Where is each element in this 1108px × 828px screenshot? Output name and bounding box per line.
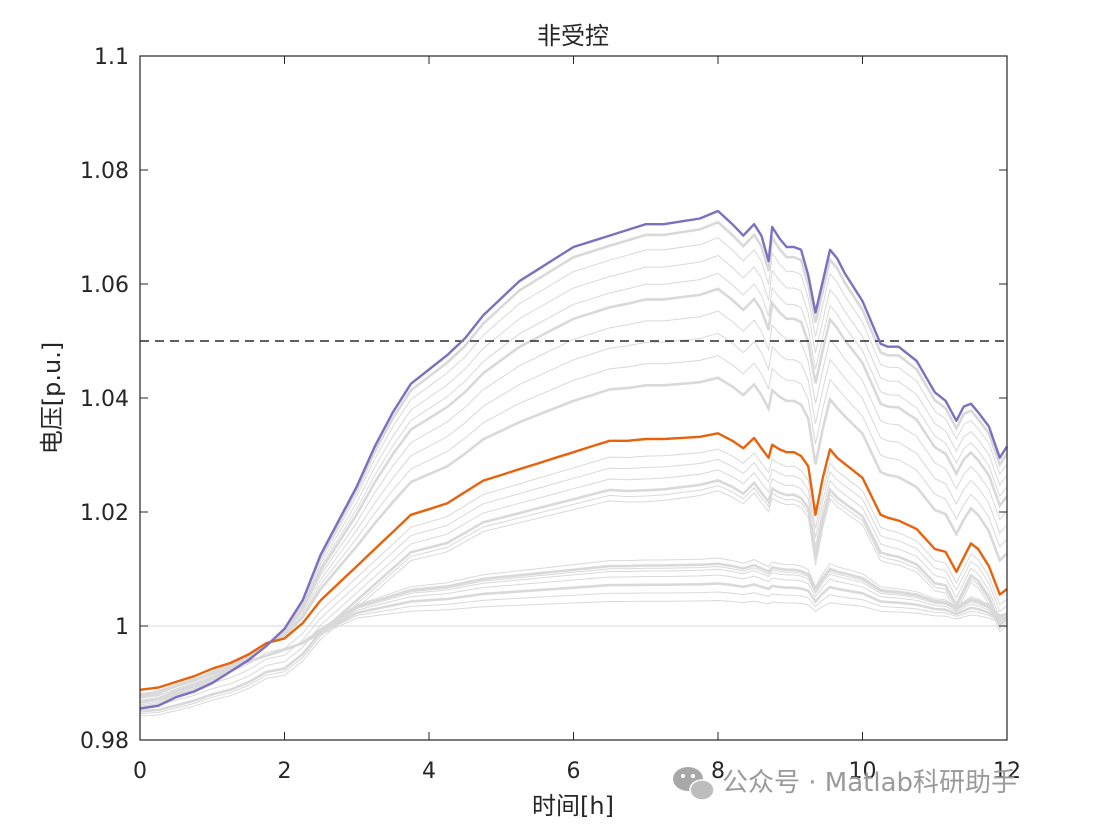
y-axis-label: 电压[p.u.] <box>38 342 66 454</box>
watermark-text: 公众号 · Matlab科研助手 <box>722 768 1017 798</box>
max-voltage-series-line <box>139 209 1009 710</box>
watermark: 公众号 · Matlab科研助手 <box>673 767 1017 801</box>
y-tick-label: 0.98 <box>80 729 129 754</box>
x-tick-label: 8 <box>711 759 725 784</box>
background-series-line <box>139 568 1008 698</box>
background-series-group <box>139 220 1009 717</box>
background-series-line <box>139 599 1008 698</box>
background-series-line <box>139 287 1009 704</box>
background-series-line <box>139 354 1008 697</box>
highlight-series-group <box>139 209 1009 710</box>
tick-group: 0 2 4 6 8 10 12 0.98 1 1.02 1.04 1.06 1.08 1.1 <box>80 45 1021 784</box>
x-tick-label: 2 <box>278 759 292 784</box>
background-series-line <box>139 490 1008 717</box>
background-series-line <box>139 254 1008 706</box>
mid-voltage-series-line <box>139 432 1008 691</box>
x-tick-label: 12 <box>993 759 1021 784</box>
background-series-line <box>139 448 1008 698</box>
y-tick-label: 1.08 <box>80 159 129 184</box>
background-series-line <box>139 469 1008 707</box>
background-series-line <box>139 237 1008 707</box>
wechat-icon <box>673 767 715 801</box>
y-tick-label: 1.04 <box>80 387 129 412</box>
background-series-line <box>139 272 1008 704</box>
background-series-line <box>139 458 1008 703</box>
x-axis-label: 时间[h] <box>532 792 614 820</box>
y-tick-label: 1.02 <box>80 501 129 526</box>
background-series-line <box>139 310 1008 701</box>
y-tick-label: 1 <box>115 615 129 640</box>
background-series-line <box>139 376 1008 696</box>
x-tick-label: 4 <box>422 759 436 784</box>
y-tick-label: 1.1 <box>94 45 129 70</box>
background-series-line <box>139 332 1008 699</box>
background-series-line <box>139 582 1008 699</box>
x-tick-label: 10 <box>849 759 877 784</box>
x-tick-label: 6 <box>567 759 581 784</box>
background-series-line <box>139 591 1008 698</box>
y-tick-label: 1.06 <box>80 273 129 298</box>
x-tick-label: 0 <box>133 759 147 784</box>
chart-title: 非受控 <box>537 22 609 50</box>
